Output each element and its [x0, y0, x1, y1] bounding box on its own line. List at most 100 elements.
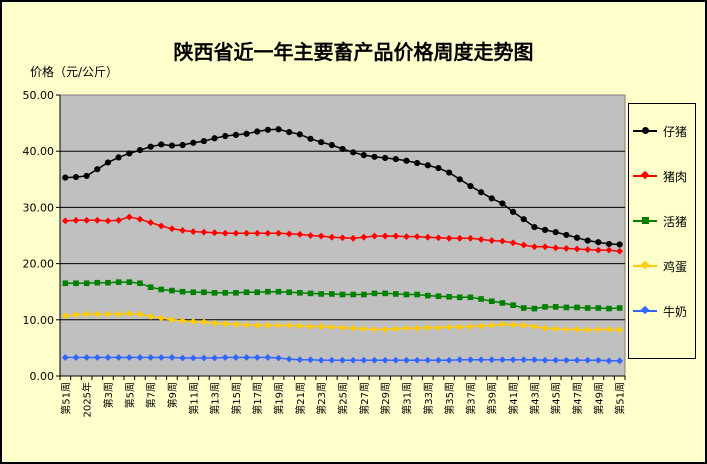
live-hog-point — [94, 279, 101, 286]
milk-point — [115, 354, 123, 361]
milk-point — [541, 356, 549, 364]
pork-point — [499, 237, 506, 245]
piglet-point — [94, 166, 101, 173]
x-tick-label: 第45周 — [550, 382, 563, 415]
y-tick-label: 0.00 — [30, 370, 55, 383]
piglet-point — [414, 159, 421, 167]
egg-point — [115, 310, 123, 318]
milk-point — [435, 356, 442, 364]
egg-point — [467, 323, 474, 330]
piglet-point — [605, 240, 613, 248]
piglet-point — [62, 174, 69, 181]
egg-point — [168, 316, 176, 324]
milk-point — [445, 356, 453, 364]
piglet-point — [552, 229, 559, 236]
piglet-point — [392, 155, 399, 163]
milk-point — [125, 354, 133, 361]
piglet-point — [595, 239, 602, 246]
egg-point — [339, 324, 346, 332]
piglet-point — [435, 164, 442, 172]
egg-point — [413, 324, 421, 332]
live-hog-point — [233, 290, 239, 296]
milk-point — [179, 354, 186, 362]
x-tick-label: 2025年 — [81, 382, 94, 417]
egg-point — [285, 322, 293, 329]
piglet-point — [446, 169, 453, 176]
egg-point — [104, 310, 112, 318]
milk-point — [530, 356, 538, 364]
egg-point — [371, 325, 378, 333]
legend-marker — [642, 217, 649, 224]
egg-series — [61, 310, 624, 334]
live-hog-point — [105, 279, 111, 286]
pork-point — [296, 230, 304, 238]
pork-point — [584, 246, 592, 253]
milk-point — [317, 356, 325, 364]
milk-point — [339, 356, 346, 364]
live-hog-point — [435, 293, 442, 299]
pork-point — [520, 241, 528, 249]
x-tick-label: 第13周 — [209, 382, 222, 415]
milk-point — [477, 356, 485, 364]
chart-title: 陕西省近一年主要畜产品价格周度走势图 — [173, 40, 534, 64]
piglet-point — [616, 241, 623, 248]
live-hog-point — [254, 289, 261, 296]
pork-point — [467, 234, 474, 242]
piglet-point — [72, 173, 80, 181]
piglet-series — [62, 126, 623, 248]
x-tick-label: 第33周 — [422, 382, 435, 415]
live-hog-point — [158, 286, 165, 293]
pork-point — [232, 229, 240, 237]
x-tick-label: 第7周 — [145, 382, 158, 408]
milk-point — [243, 354, 250, 361]
egg-point — [392, 325, 400, 333]
piglet-point — [307, 135, 314, 142]
pork-point — [83, 216, 91, 224]
egg-point — [211, 319, 218, 327]
egg-point — [275, 322, 282, 329]
live-hog-point — [179, 288, 186, 295]
live-hog-point — [499, 300, 506, 306]
milk-point — [93, 354, 101, 361]
x-tick-label: 第17周 — [251, 382, 264, 415]
x-tick-label: 第51周 — [59, 382, 72, 415]
piglet-point — [104, 159, 112, 166]
milk-point — [83, 354, 91, 361]
egg-point — [552, 325, 560, 333]
x-tick-label: 第37周 — [464, 382, 477, 415]
milk-point — [168, 354, 176, 361]
milk-point — [221, 354, 229, 361]
x-tick-label: 第19周 — [273, 382, 286, 415]
legend-label: 猪肉 — [663, 170, 688, 184]
pork-point — [275, 229, 282, 237]
piglet-point — [350, 149, 357, 156]
milk-point — [509, 356, 517, 364]
piglet-point — [456, 176, 463, 183]
live-hog-point — [574, 304, 580, 311]
piglet-point — [328, 141, 335, 149]
egg-point — [189, 318, 197, 325]
x-tick-label: 第9周 — [166, 382, 179, 408]
x-tick-label: 第21周 — [294, 382, 307, 415]
live-hog-point — [126, 279, 133, 285]
legend-label: 活猪 — [663, 215, 688, 229]
pork-point — [413, 233, 421, 241]
pork-point — [157, 222, 165, 230]
milk-point — [499, 356, 506, 364]
egg-point — [403, 324, 410, 332]
live-hog-point — [552, 304, 559, 310]
milk-point — [211, 354, 218, 362]
live-hog-point — [424, 292, 431, 299]
piglet-point — [275, 126, 282, 133]
live-hog-point — [115, 279, 122, 285]
live-hog-point — [169, 287, 175, 294]
pork-point — [530, 243, 538, 251]
legend-item-piglet: 仔猪 — [629, 121, 697, 141]
live-hog-point — [361, 291, 367, 298]
piglet-point — [286, 128, 293, 136]
pork-point — [61, 217, 69, 225]
pork-point — [445, 234, 453, 242]
piglet-point — [200, 137, 208, 145]
milk-point — [456, 356, 464, 364]
live-hog-point — [147, 284, 154, 291]
